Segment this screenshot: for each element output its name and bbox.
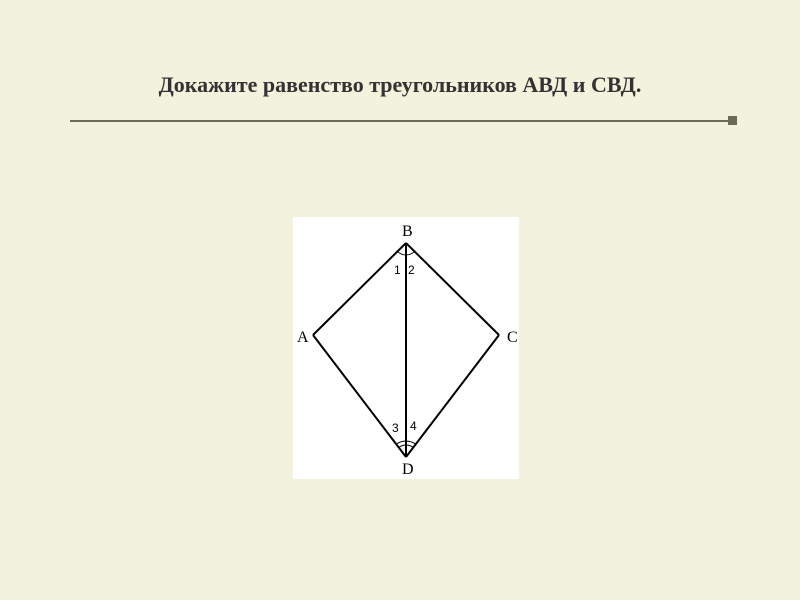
arc-angle-4-outer xyxy=(406,441,416,444)
angle-label-4: 4 xyxy=(410,419,417,433)
horizontal-rule xyxy=(70,120,730,122)
vertex-label-C: C xyxy=(507,329,518,347)
edge-BC xyxy=(406,243,499,335)
vertex-label-D: D xyxy=(402,461,414,479)
arc-angle-1 xyxy=(397,251,406,255)
edge-AB xyxy=(313,243,406,335)
arc-angle-3-inner xyxy=(399,445,406,447)
horizontal-rule-end xyxy=(728,116,737,125)
vertex-label-A: A xyxy=(297,329,309,347)
arc-angle-3-outer xyxy=(396,441,406,444)
edge-CD xyxy=(406,335,499,457)
geometry-diagram xyxy=(293,217,519,479)
vertex-label-B: B xyxy=(402,223,413,241)
arc-angle-4-inner xyxy=(406,445,413,447)
page-title: Докажите равенство треугольников АВД и С… xyxy=(0,72,800,98)
arc-angle-2 xyxy=(406,251,415,255)
angle-label-2: 2 xyxy=(408,263,415,277)
angle-label-3: 3 xyxy=(392,421,399,435)
angle-label-1: 1 xyxy=(394,263,401,277)
diagram-container: A B C D 1 2 3 4 xyxy=(293,217,519,479)
edge-DA xyxy=(313,335,406,457)
